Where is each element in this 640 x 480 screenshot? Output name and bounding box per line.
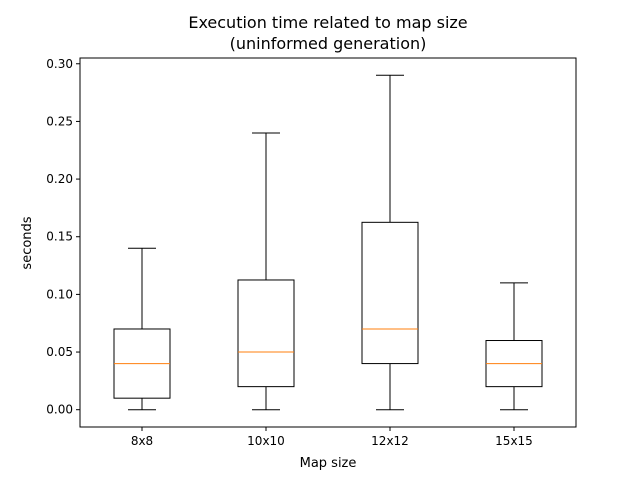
y-tick-label: 0.00: [46, 403, 73, 417]
chart-title: Execution time related to map size: [188, 13, 467, 32]
y-tick-label: 0.05: [46, 345, 73, 359]
y-tick-label: 0.25: [46, 114, 73, 128]
y-axis-label: seconds: [20, 216, 35, 269]
x-axis-label: Map size: [300, 456, 357, 471]
box-plots: [113, 74, 543, 411]
chart-subtitle: (uninformed generation): [230, 34, 427, 53]
x-tick-label: 8x8: [131, 434, 153, 448]
iqr-box: [237, 279, 295, 388]
plot-area-frame: [79, 57, 577, 428]
axis-ticks: 0.00 0.05 0.10 0.15 0.20 0.25 0.30 8x8 10x10 12x1…: [46, 57, 533, 448]
box-10x10: [237, 132, 295, 411]
x-tick-label: 10x10: [247, 434, 285, 448]
y-tick-label: 0.20: [46, 172, 73, 186]
box-12x12: [361, 74, 419, 411]
y-tick-label: 0.10: [46, 287, 73, 301]
box-8x8: [113, 247, 171, 411]
y-tick-label: 0.15: [46, 230, 73, 244]
x-tick-label: 15x15: [495, 434, 533, 448]
box-15x15: [485, 282, 543, 411]
x-tick-label: 12x12: [371, 434, 409, 448]
iqr-box: [361, 221, 419, 365]
y-tick-label: 0.30: [46, 57, 73, 71]
